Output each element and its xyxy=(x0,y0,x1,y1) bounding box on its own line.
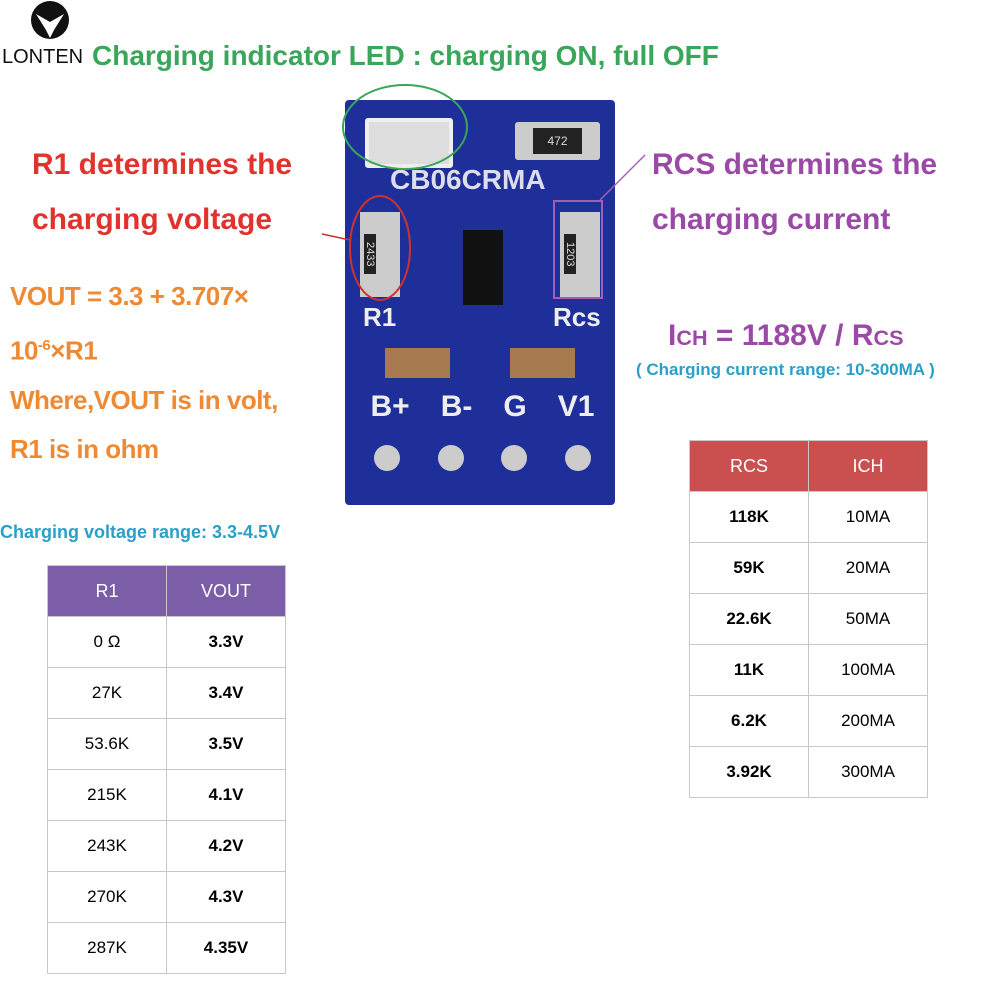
table-row: 11K 100MA xyxy=(689,644,928,696)
page-title: Charging indicator LED : charging ON, fu… xyxy=(92,40,719,71)
pcb-module: 472 CB06CRMA 2433 1203 R1 Rcs B+ B- G V1 xyxy=(345,100,615,505)
pin-labels: B+ B- G V1 xyxy=(370,390,595,423)
capacitor xyxy=(385,348,450,378)
rcs-silk: Rcs xyxy=(553,302,601,332)
table-row: 270K 4.3V xyxy=(47,871,286,923)
voltage-range: Charging voltage range: 3.3-4.5V xyxy=(0,522,281,542)
r1-note: R1 determines the charging voltage xyxy=(32,148,293,236)
r1-resistor: 2433 xyxy=(360,212,400,297)
r1-silk: R1 xyxy=(363,302,397,332)
top-resistor: 472 xyxy=(515,122,600,160)
table-row: 6.2K 200MA xyxy=(689,695,928,747)
rcs-note: RCS determines the charging current xyxy=(652,148,938,236)
table-row: 0 Ω 3.3V xyxy=(47,616,286,668)
annotation-overlay xyxy=(321,84,646,301)
current-range: ( Charging current range: 10-300MA ) xyxy=(636,360,935,379)
table-row: 118K 10MA xyxy=(689,491,928,543)
led xyxy=(365,118,453,168)
vout-formula: VOUT = 3.3 + 3.707× 10-6×R1 Where,VOUT i… xyxy=(10,281,278,464)
rcs-resistor: 1203 xyxy=(560,212,600,297)
capacitor xyxy=(510,348,575,378)
brand-logo xyxy=(31,1,69,39)
current-table: RCS ICH 118K 10MA 59K 20MA 22.6K 50MA 11K 100… xyxy=(689,440,928,798)
table-row: 243K 4.2V xyxy=(47,820,286,872)
brand-name: LONTEN xyxy=(2,46,84,68)
table-row: 53.6K 3.5V xyxy=(47,718,286,770)
ich-formula: ICH = 1188V / RCS xyxy=(668,319,904,352)
table-row: 59K 20MA xyxy=(689,542,928,594)
voltage-table: R1 VOUT 0 Ω 3.3V 27K 3.4V 53.6K 3.5V 215K 4.1… xyxy=(47,565,286,974)
table-row: 22.6K 50MA xyxy=(689,593,928,645)
table-row: 287K 4.35V xyxy=(47,922,286,974)
ic-chip xyxy=(463,230,503,305)
pin-holes xyxy=(355,445,610,471)
table-row: 215K 4.1V xyxy=(47,769,286,821)
table-row: 3.92K 300MA xyxy=(689,746,928,798)
table-row: 27K 3.4V xyxy=(47,667,286,719)
